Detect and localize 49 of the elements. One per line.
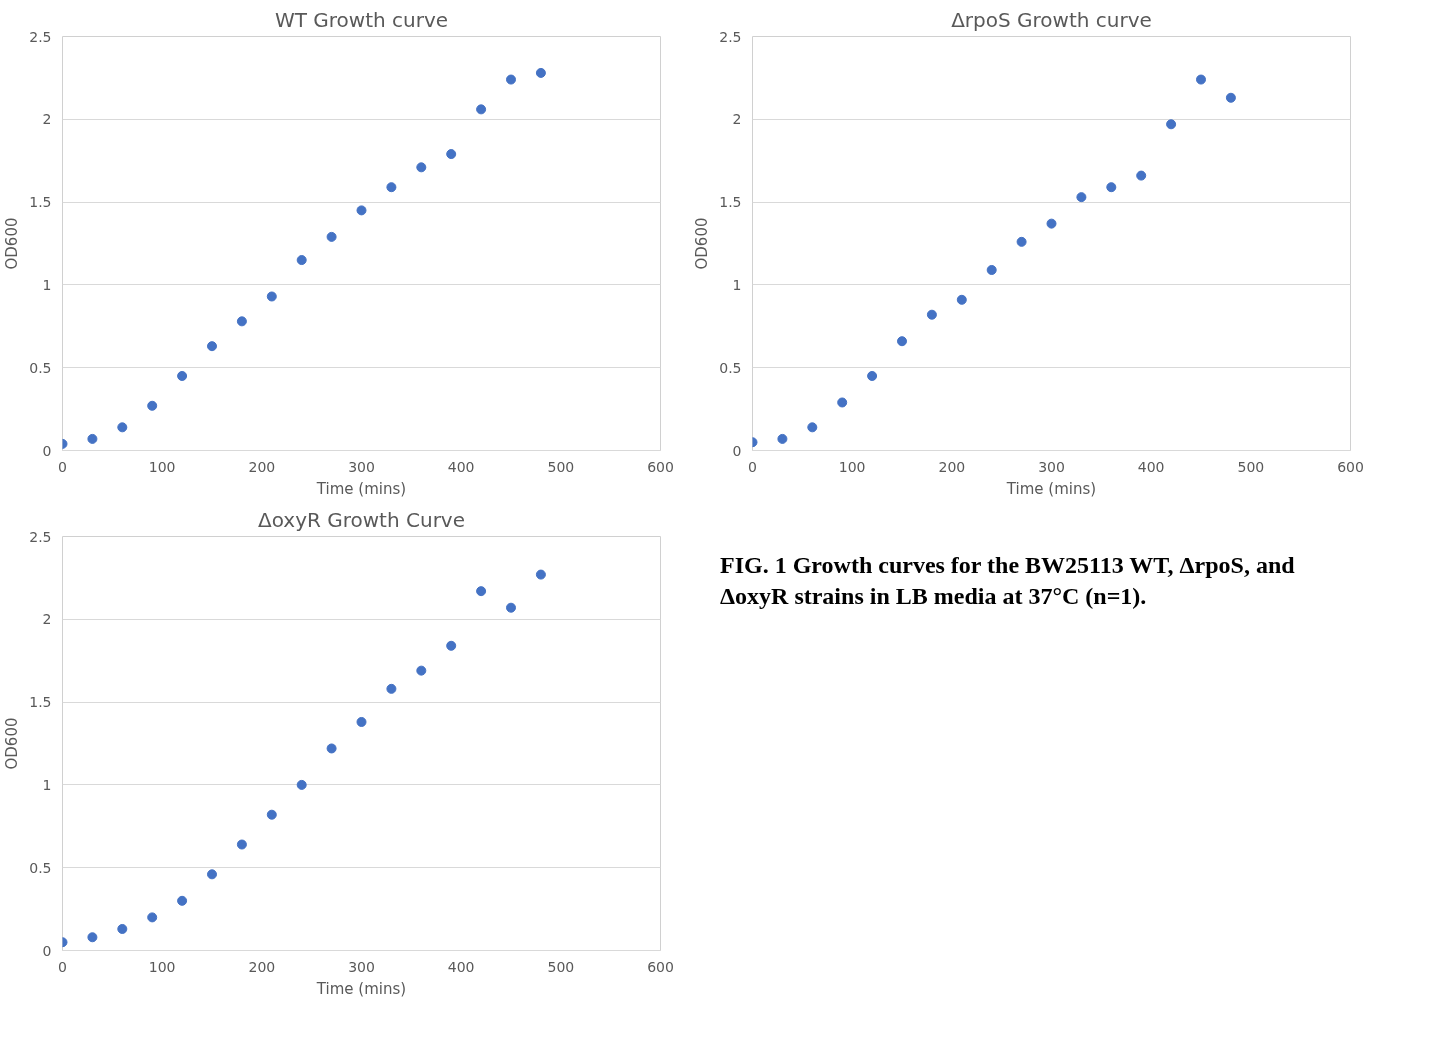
x-tick-label: 300 bbox=[1038, 458, 1065, 475]
y-tick-label: 1 bbox=[732, 276, 742, 293]
x-tick-label: 0 bbox=[58, 458, 67, 475]
y-axis-title: OD600 bbox=[3, 717, 22, 770]
x-tick-label: 100 bbox=[148, 958, 176, 975]
x-tick-label: 0 bbox=[748, 458, 757, 475]
caption: FIG. 1 Growth curves for the BW25113 WT, ΔrpoS, and ΔoxyR strains in LB media at 37°C (n=1). bbox=[720, 551, 1296, 612]
x-tick-label: 600 bbox=[647, 958, 674, 975]
x-tick-label: 400 bbox=[447, 958, 475, 975]
x-tick-label: 400 bbox=[447, 458, 475, 475]
y-tick-label: 1 bbox=[42, 276, 52, 293]
y-tick-label: 1.5 bbox=[719, 194, 742, 211]
y-axis-title: OD600 bbox=[693, 217, 712, 270]
x-tick-label: 200 bbox=[248, 958, 276, 975]
y-tick-label: 1.5 bbox=[29, 194, 52, 211]
y-tick-label: 1 bbox=[42, 776, 52, 793]
y-tick-label: 0 bbox=[732, 442, 742, 459]
x-tick-label: 600 bbox=[1337, 458, 1364, 475]
y-tick-label: 2.5 bbox=[719, 28, 742, 45]
y-tick-label: 0.5 bbox=[719, 359, 742, 376]
y-tick-label: 2.5 bbox=[29, 28, 52, 45]
y-tick-label: 2.5 bbox=[29, 528, 52, 545]
x-tick-label: 600 bbox=[647, 458, 674, 475]
x-tick-label: 300 bbox=[348, 958, 375, 975]
x-axis-title: Time (mins) bbox=[315, 479, 407, 498]
y-tick-label: 0.5 bbox=[29, 359, 52, 376]
chart-title: WT Growth curve bbox=[274, 7, 449, 32]
y-tick-label: 2 bbox=[42, 111, 52, 128]
x-tick-label: 300 bbox=[348, 458, 375, 475]
y-tick-label: 0 bbox=[42, 442, 52, 459]
x-tick-label: 500 bbox=[547, 958, 575, 975]
x-tick-label: 400 bbox=[1137, 458, 1165, 475]
y-tick-label: 0 bbox=[42, 942, 52, 959]
y-tick-label: 1.5 bbox=[29, 694, 52, 711]
y-tick-label: 2 bbox=[732, 111, 742, 128]
x-axis-title: Time (mins) bbox=[1005, 479, 1097, 498]
chart-title: ΔoxyR Growth Curve bbox=[258, 507, 465, 532]
x-tick-label: 100 bbox=[838, 458, 866, 475]
x-tick-label: 0 bbox=[58, 958, 67, 975]
x-tick-label: 100 bbox=[148, 458, 176, 475]
x-axis-title: Time (mins) bbox=[315, 979, 407, 998]
x-tick-label: 500 bbox=[1237, 458, 1265, 475]
x-tick-label: 200 bbox=[938, 458, 966, 475]
y-axis-title: OD600 bbox=[3, 217, 22, 270]
y-tick-label: 0.5 bbox=[29, 859, 52, 876]
chart-title: ΔrpoS Growth curve bbox=[951, 7, 1152, 32]
y-tick-label: 2 bbox=[42, 611, 52, 628]
x-tick-label: 500 bbox=[547, 458, 575, 475]
x-tick-label: 200 bbox=[248, 458, 276, 475]
